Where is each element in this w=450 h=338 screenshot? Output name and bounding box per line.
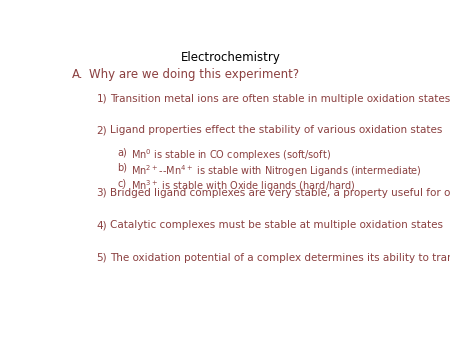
Text: The oxidation potential of a complex determines its ability to transfer electron: The oxidation potential of a complex det… — [110, 253, 450, 263]
Text: 4): 4) — [96, 220, 107, 230]
Text: Bridged ligand complexes are very stable, a property useful for oxidation cataly: Bridged ligand complexes are very stable… — [110, 188, 450, 198]
Text: Ligand properties effect the stability of various oxidation states: Ligand properties effect the stability o… — [110, 125, 443, 135]
Text: Catalytic complexes must be stable at multiple oxidation states: Catalytic complexes must be stable at mu… — [110, 220, 443, 230]
Text: A.: A. — [72, 68, 83, 81]
Text: Mn$^{3+}$ is stable with Oxide ligands (hard/hard): Mn$^{3+}$ is stable with Oxide ligands (… — [131, 178, 356, 194]
Text: Electrochemistry: Electrochemistry — [181, 51, 280, 64]
Text: 5): 5) — [96, 253, 107, 263]
Text: 3): 3) — [96, 188, 107, 198]
Text: a): a) — [117, 147, 127, 157]
Text: Mn$^0$ is stable in CO complexes (soft/soft): Mn$^0$ is stable in CO complexes (soft/s… — [131, 147, 331, 163]
Text: b): b) — [117, 163, 127, 173]
Text: 1): 1) — [96, 94, 107, 104]
Text: 2): 2) — [96, 125, 107, 135]
Text: Transition metal ions are often stable in multiple oxidation states: Transition metal ions are often stable i… — [110, 94, 450, 104]
Text: c): c) — [117, 178, 126, 189]
Text: Mn$^{2+}$--Mn$^{4+}$ is stable with Nitrogen Ligands (intermediate): Mn$^{2+}$--Mn$^{4+}$ is stable with Nitr… — [131, 163, 422, 179]
Text: Why are we doing this experiment?: Why are we doing this experiment? — [90, 68, 300, 81]
